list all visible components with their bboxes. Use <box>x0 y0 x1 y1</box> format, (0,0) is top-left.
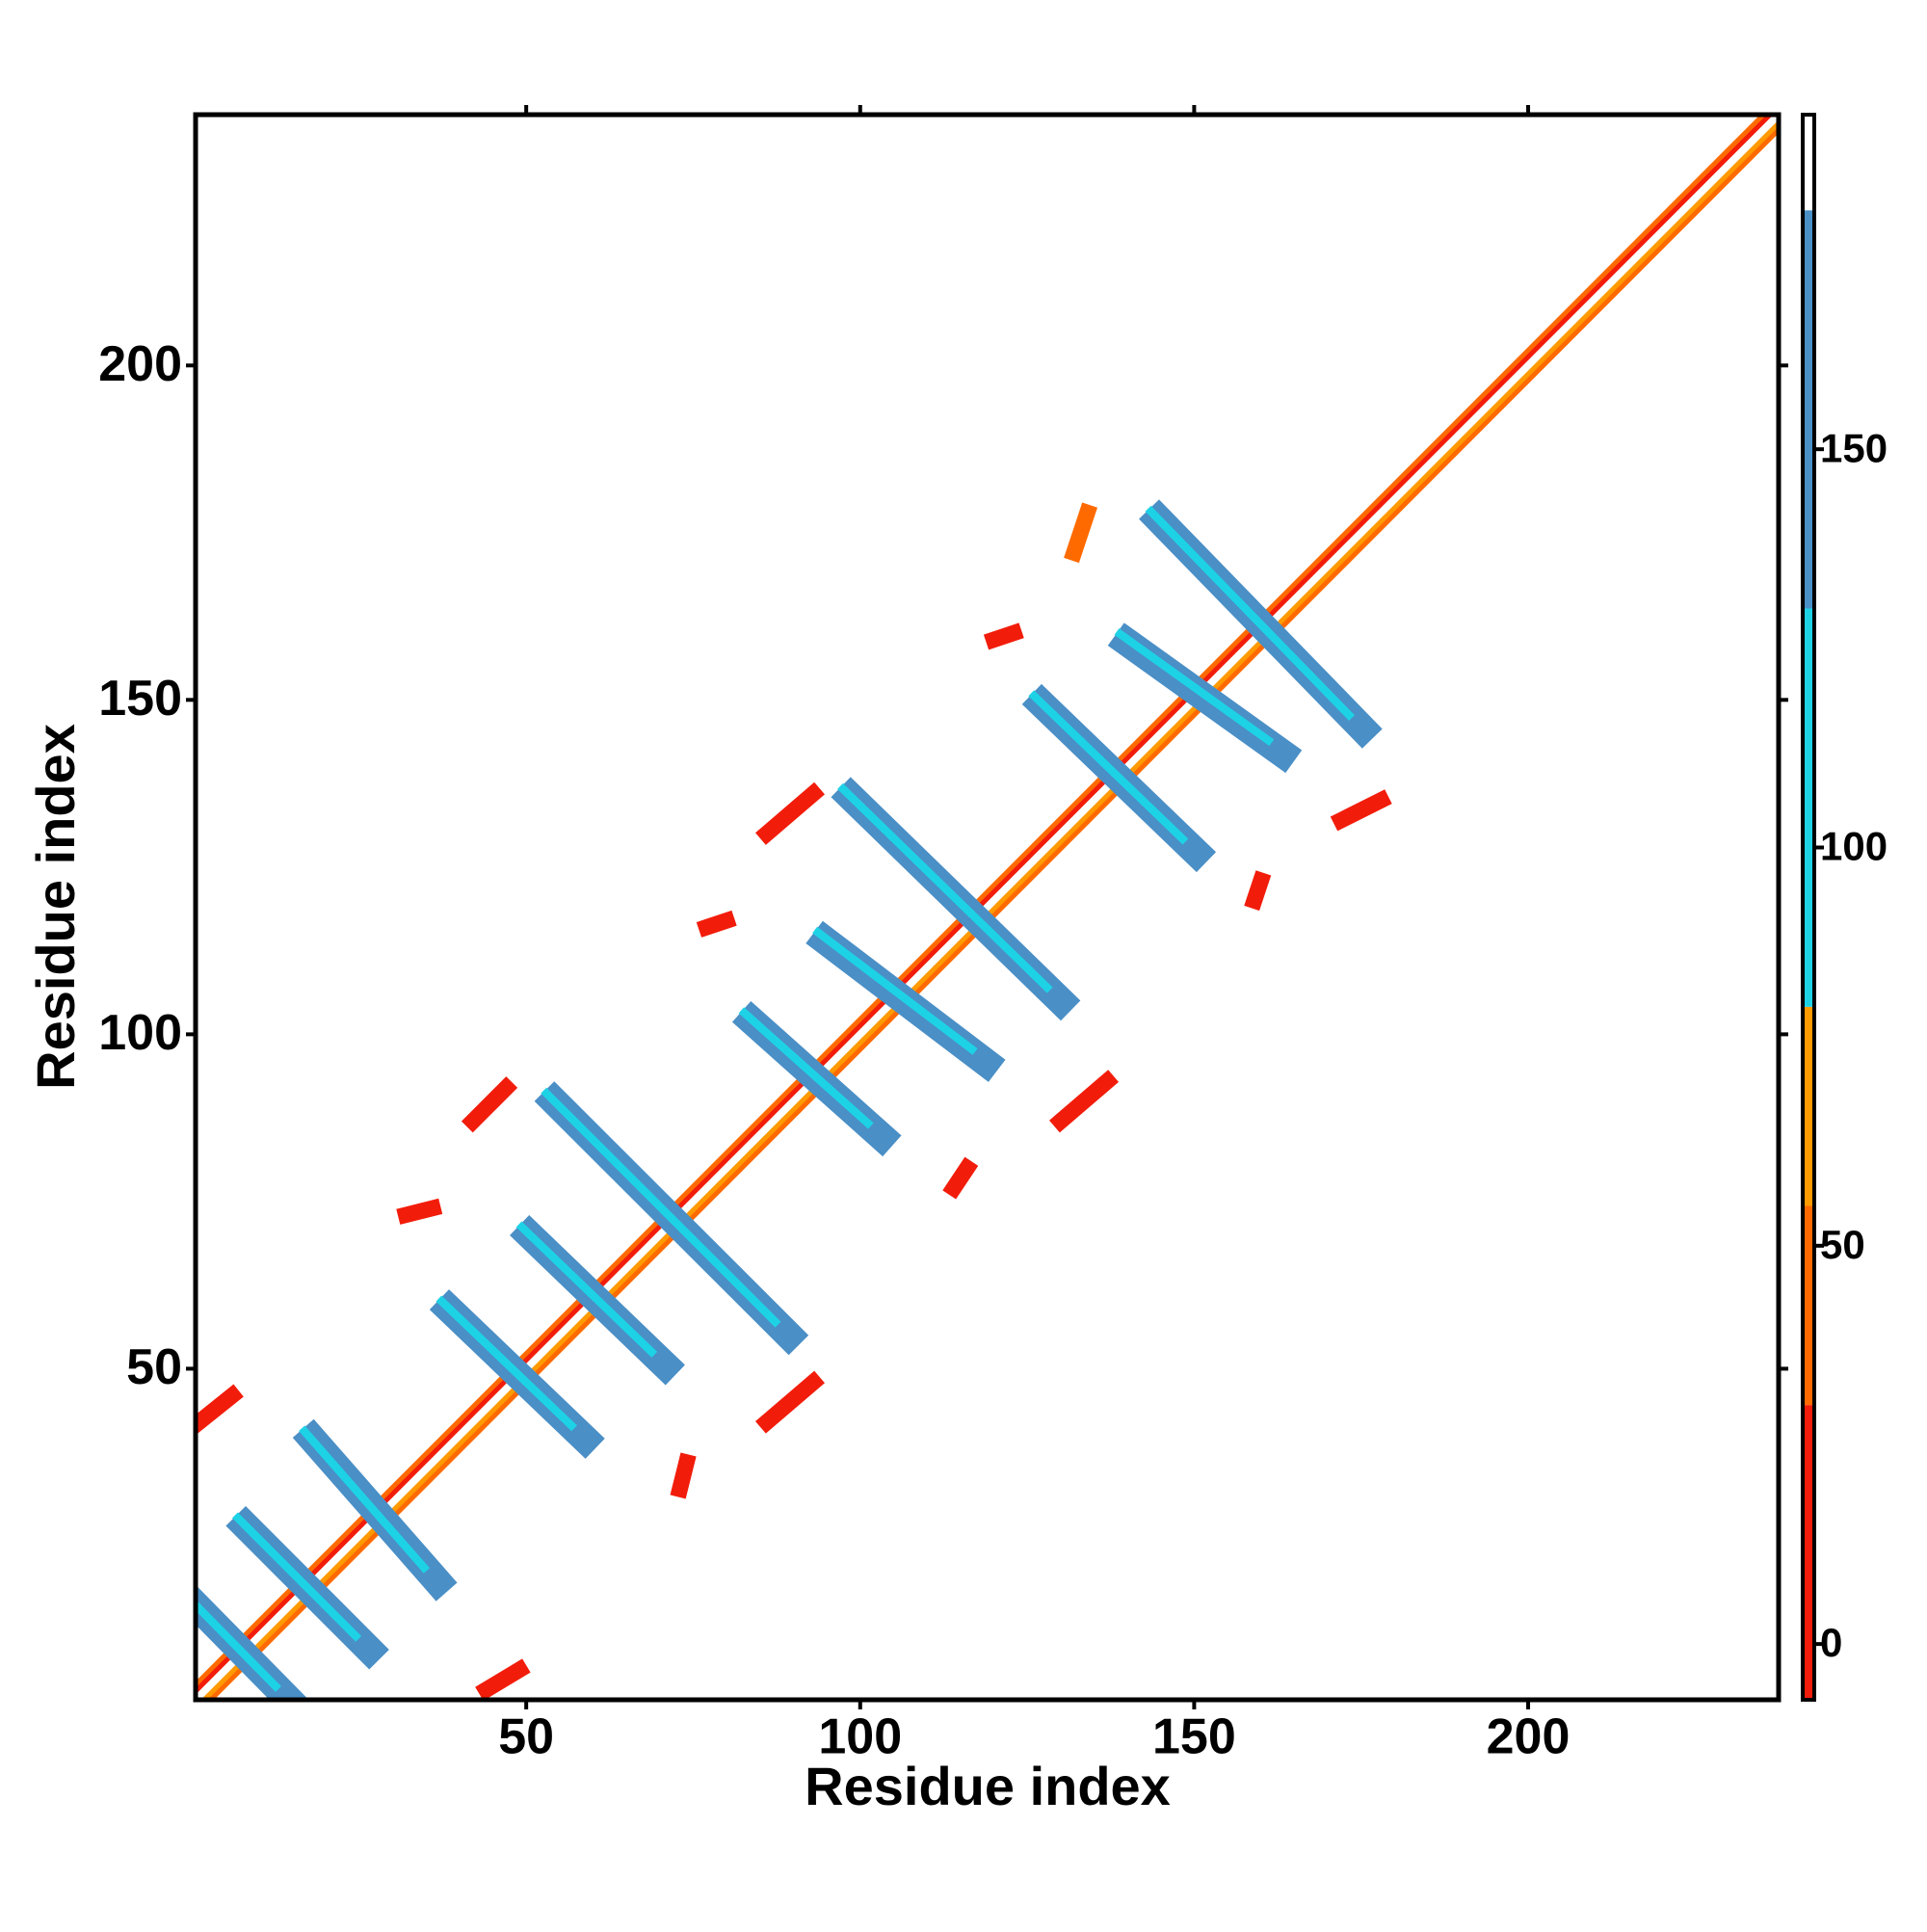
strand-edge <box>1114 628 1275 747</box>
contact-patch <box>942 1156 979 1200</box>
contact-patch <box>196 1384 244 1434</box>
diagonal-band <box>196 115 1778 1696</box>
x-tick-label: 50 <box>498 1709 554 1765</box>
strand-edge <box>1028 690 1189 845</box>
y-axis-label: Residue index <box>25 724 86 1090</box>
y-tick-label: 50 <box>126 1339 182 1395</box>
contact-patch <box>754 1370 825 1434</box>
strand-edge <box>837 782 1053 993</box>
x-tick-label: 100 <box>818 1709 902 1765</box>
contact-patch <box>1244 870 1272 912</box>
y-tick-label: 150 <box>98 671 182 727</box>
contact-patch <box>461 1076 518 1133</box>
x-tick-label: 200 <box>1487 1709 1571 1765</box>
diagonal-band <box>196 115 1779 1700</box>
strand-edge <box>515 1221 658 1358</box>
strand-edge <box>196 1599 281 1692</box>
plot-frame <box>193 112 1782 1703</box>
strand-edge <box>738 1007 874 1129</box>
x-tick-label: 150 <box>1152 1709 1236 1765</box>
colorbar-segment <box>1803 1006 1814 1206</box>
diagonal-band <box>196 115 1771 1689</box>
contact-patch <box>1049 1070 1120 1133</box>
contact-patch <box>754 781 825 845</box>
strand-edge <box>1145 505 1355 721</box>
colorbar-segment <box>1803 1205 1814 1406</box>
strand-edge <box>541 1087 781 1328</box>
strand-edge <box>231 1512 362 1642</box>
plot-area <box>196 115 1779 1700</box>
y-tick-label: 200 <box>98 336 182 392</box>
strand-edge <box>299 1425 430 1574</box>
colorbar-segment <box>1803 210 1814 609</box>
colorbar-frame <box>1801 113 1816 1702</box>
contact-patch <box>983 622 1024 650</box>
colorbar-segment <box>1803 1405 1814 1700</box>
colorbar-segment <box>1803 115 1814 211</box>
y-tick-label: 100 <box>98 1005 182 1061</box>
contact-patch <box>475 1658 531 1700</box>
colorbar-tick-label: 100 <box>1820 824 1887 869</box>
contact-patch <box>670 1452 697 1499</box>
strand-edge <box>812 926 978 1055</box>
contact-patch <box>696 910 737 938</box>
colorbar-segment <box>1803 608 1814 1007</box>
contact-patch <box>1064 502 1098 564</box>
contact-patch <box>1330 789 1392 832</box>
colorbar-tick-label: 150 <box>1820 425 1887 470</box>
colorbar-tick-label: 50 <box>1820 1222 1865 1267</box>
colorbar-tick-label: 0 <box>1820 1620 1842 1665</box>
x-axis-label: Residue index <box>805 1756 1171 1816</box>
contact-patch <box>396 1198 443 1225</box>
strand-edge <box>436 1295 577 1432</box>
